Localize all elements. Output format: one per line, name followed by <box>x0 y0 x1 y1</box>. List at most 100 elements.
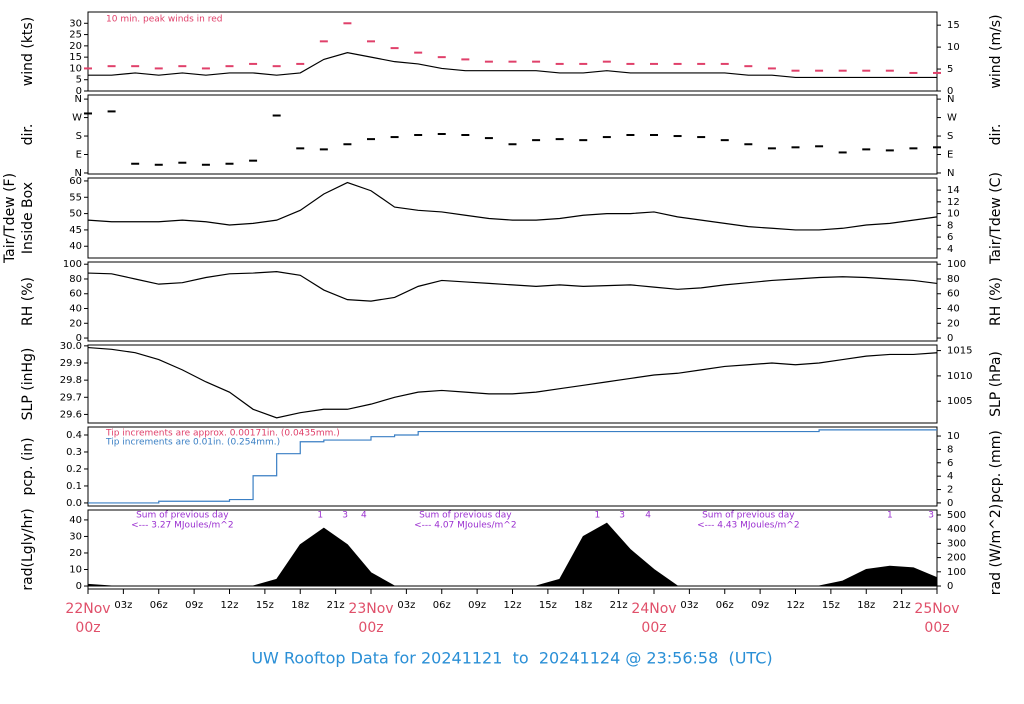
y-tick-label: 15 <box>69 52 82 63</box>
annotation: 10 min. peak winds in red <box>106 15 223 25</box>
y2-tick-label: 0 <box>947 333 953 344</box>
x-tick-label: 18z <box>291 600 309 611</box>
y2-tick-label: 0 <box>947 498 953 509</box>
note: Tip increments are approx. 0.00171in. (0… <box>105 429 340 439</box>
y-tick-label: 29.6 <box>60 409 82 420</box>
y2-tick-label: 200 <box>947 553 966 564</box>
y2-tick-label: 14 <box>947 185 960 196</box>
y-tick-label: N <box>75 94 82 105</box>
y-tick-label: 45 <box>69 225 82 236</box>
y-tick-label: 30 <box>69 18 82 29</box>
y-tick-label: 20 <box>69 548 82 559</box>
x-tick-label: 21z <box>610 600 628 611</box>
y2-tick-label: N <box>947 168 954 179</box>
marker-label: 1 <box>887 511 893 521</box>
x-tick-label: 03z <box>114 600 132 611</box>
series-area <box>87 522 938 587</box>
x-date-label: 24Nov 00z <box>631 601 676 636</box>
y2-axis-title: Tair/Tdew (C) <box>988 172 1004 265</box>
x-tick-label: 09z <box>185 600 203 611</box>
y-tick-label: 40 <box>69 304 82 315</box>
y2-tick-label: 60 <box>947 289 960 300</box>
y-tick-label: S <box>76 131 82 142</box>
note: Tip increments are 0.01in. (0.254mm.) <box>105 438 280 448</box>
y-tick-label: 29.8 <box>60 375 82 386</box>
marker-label: 1 <box>595 511 601 521</box>
y-tick-label: 10 <box>69 564 82 575</box>
series-line <box>87 181 938 231</box>
y2-axis-title: RH (%) <box>988 277 1004 326</box>
y2-tick-label: 8 <box>947 444 953 455</box>
y-tick-label: 0.4 <box>66 430 82 441</box>
y2-tick-label: 10 <box>947 431 960 442</box>
y-axis-title: pcp. (in) <box>20 437 36 495</box>
y-axis-title: SLP (inHg) <box>20 348 36 421</box>
note: <--- 4.43 MJoules/m^2 <box>697 521 799 531</box>
x-tick-label: 09z <box>468 600 486 611</box>
y2-tick-label: 100 <box>947 259 966 270</box>
footer-title: UW Rooftop Data for 20241121 to 20241124… <box>251 649 772 668</box>
y2-axis-title: dir. <box>988 124 1004 146</box>
y2-tick-label: E <box>947 150 953 161</box>
series-line <box>88 52 937 79</box>
y-axis-title: Tair/Tdew (F) <box>2 173 18 264</box>
y2-tick-label: 500 <box>947 510 966 521</box>
y-tick-label: 60 <box>69 176 82 187</box>
y-tick-label: 29.9 <box>60 358 82 369</box>
y-tick-label: 10 <box>69 63 82 74</box>
series-line <box>87 346 938 419</box>
y2-tick-label: 0 <box>947 581 953 592</box>
y2-tick-label: 1005 <box>947 396 972 407</box>
y2-tick-label: 1010 <box>947 371 972 382</box>
y2-axis-title: wind (m/s) <box>988 14 1004 88</box>
y2-tick-label: 2 <box>947 485 953 496</box>
y-tick-label: 29.7 <box>60 392 82 403</box>
marker-label: 4 <box>361 511 367 521</box>
y-tick-label: 20 <box>69 318 82 329</box>
y-axis-title: wind (kts) <box>20 17 36 86</box>
marker-label: 3 <box>928 511 934 521</box>
series-line <box>87 270 938 302</box>
y-tick-label: 5 <box>76 75 82 86</box>
x-tick-label: 03z <box>680 600 698 611</box>
series-line <box>88 429 937 504</box>
y-axis-title: Inside Box <box>20 182 36 254</box>
x-tick-label: 21z <box>893 600 911 611</box>
y2-tick-label: N <box>947 94 954 105</box>
y-tick-label: 50 <box>69 209 82 220</box>
y2-tick-label: 8 <box>947 220 953 231</box>
x-tick-label: 06z <box>716 600 734 611</box>
y-tick-label: E <box>76 150 82 161</box>
panel-frame <box>87 426 938 507</box>
y-tick-label: 25 <box>69 30 82 41</box>
marker-label: 3 <box>342 511 348 521</box>
x-tick-label: 12z <box>787 600 805 611</box>
x-tick-label: 09z <box>751 600 769 611</box>
y2-tick-label: 20 <box>947 318 960 329</box>
y-tick-label: 100 <box>63 259 82 270</box>
y-tick-label: 0 <box>76 86 82 97</box>
x-tick-label: 12z <box>504 600 522 611</box>
y2-tick-label: 300 <box>947 538 966 549</box>
note: Sum of previous day <box>419 511 512 521</box>
x-date-label: 25Nov 00z <box>914 601 959 636</box>
y2-tick-label: 12 <box>947 197 960 208</box>
x-tick-label: 18z <box>574 600 592 611</box>
note: <--- 3.27 MJoules/m^2 <box>131 521 233 531</box>
y-axis-title: RH (%) <box>20 277 36 326</box>
y2-tick-label: 40 <box>947 304 960 315</box>
y-tick-label: 80 <box>69 274 82 285</box>
note: Sum of previous day <box>136 511 229 521</box>
x-date-label: 22Nov 00z <box>65 601 110 636</box>
y-tick-label: 0.3 <box>66 447 82 458</box>
y2-tick-label: 4 <box>947 471 953 482</box>
y2-tick-label: 6 <box>947 232 953 243</box>
y2-tick-label: W <box>947 113 957 124</box>
y2-tick-label: 4 <box>947 244 953 255</box>
y2-tick-label: 15 <box>947 20 960 31</box>
y-tick-label: 0.2 <box>66 464 82 475</box>
x-date-label: 23Nov 00z <box>348 601 393 636</box>
y-tick-label: 30.0 <box>60 341 82 352</box>
panel-frame <box>87 94 938 175</box>
